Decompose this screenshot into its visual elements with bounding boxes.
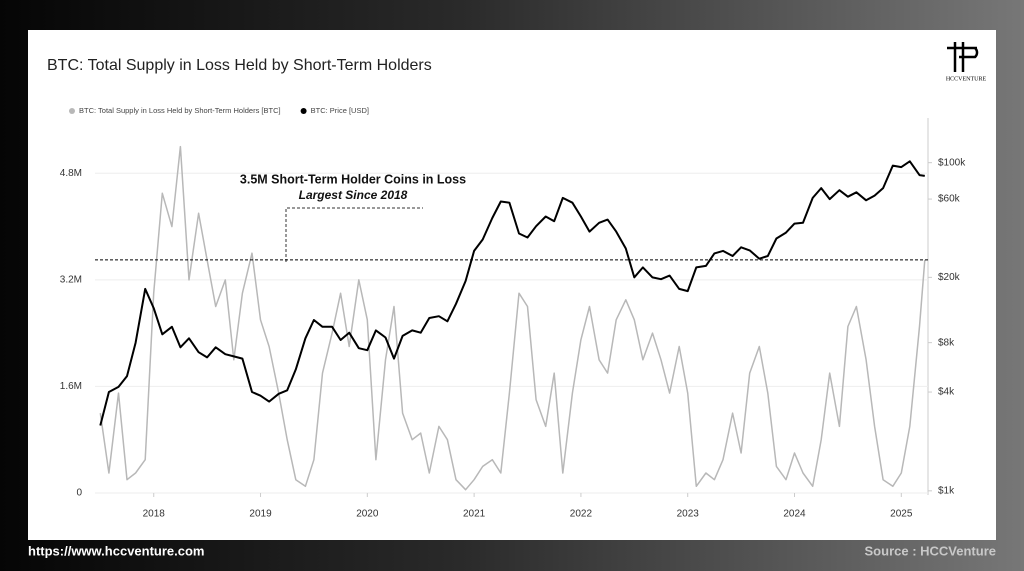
legend-label: BTC: Price [USD] <box>311 106 369 115</box>
y-tick-label: 1.6M <box>60 381 82 392</box>
card <box>28 30 996 540</box>
logo <box>947 42 979 72</box>
x-tick-label: 2024 <box>783 509 806 520</box>
y2-tick-label: $60k <box>938 194 961 205</box>
annotation-connector <box>285 207 423 262</box>
y2-tick-label: $1k <box>938 485 955 496</box>
x-tick-label: 2020 <box>356 509 379 520</box>
x-tick-label: 2021 <box>463 509 486 520</box>
footer-url: https://www.hccventure.com <box>28 543 205 558</box>
y-tick-label: 4.8M <box>60 168 82 179</box>
x-tick-label: 2022 <box>570 509 593 520</box>
annotation-subtext: Largest Since 2018 <box>299 188 408 202</box>
series-line <box>99 145 926 491</box>
y2-tick-label: $4k <box>938 387 955 398</box>
y-tick-label: 0 <box>76 488 82 499</box>
series-line <box>99 160 925 426</box>
legend-label: BTC: Total Supply in Loss Held by Short-… <box>79 106 281 115</box>
y2-tick-label: $20k <box>938 272 961 283</box>
footer-source: Source : HCCVenture <box>865 543 996 558</box>
x-tick-label: 2018 <box>143 509 166 520</box>
legend-marker <box>300 108 307 114</box>
logo-text: HCCVENTURE <box>946 76 987 82</box>
y-tick-label: 3.2M <box>60 274 82 285</box>
annotation-text: 3.5M Short-Term Holder Coins in Loss <box>240 172 466 186</box>
x-tick-label: 2025 <box>890 509 913 520</box>
y2-tick-label: $100k <box>938 157 966 168</box>
y2-tick-label: $8k <box>938 337 955 348</box>
chart-title: BTC: Total Supply in Loss Held by Short-… <box>47 57 432 74</box>
x-tick-label: 2019 <box>249 509 272 520</box>
x-tick-label: 2023 <box>677 509 700 520</box>
legend-marker <box>69 108 75 114</box>
